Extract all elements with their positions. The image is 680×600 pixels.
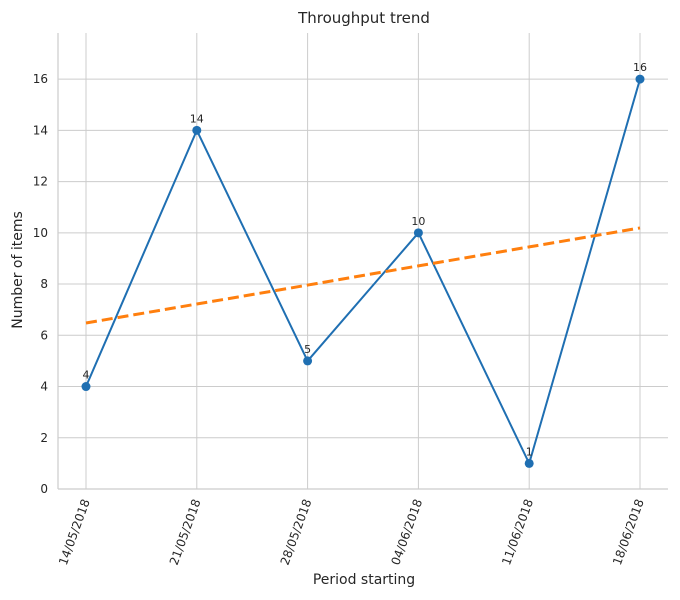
y-tick-label: 14: [33, 123, 48, 137]
y-tick-label: 8: [40, 277, 48, 291]
y-tick-label: 0: [40, 482, 48, 496]
x-axis-label: Period starting: [313, 572, 415, 588]
x-tick-label: 21/05/2018: [167, 497, 204, 567]
trend-line: [85, 226, 641, 325]
data-label: 10: [411, 215, 425, 228]
data-labels: 4 14 5 10 1 16: [83, 61, 648, 458]
data-label: 4: [83, 369, 90, 382]
series-lines: [85, 78, 641, 465]
x-tick-label: 04/06/2018: [388, 497, 425, 567]
y-tick-label: 6: [40, 328, 48, 342]
x-tick-label: 11/06/2018: [499, 497, 536, 567]
y-tick-label: 10: [33, 226, 48, 240]
y-tick-label: 12: [33, 175, 48, 189]
data-label: 1: [526, 445, 533, 458]
data-point-marker: [524, 458, 534, 468]
data-markers: [81, 74, 645, 468]
x-tick-label: 28/05/2018: [278, 497, 315, 567]
x-tick-label: 18/06/2018: [610, 497, 647, 567]
gridlines: [58, 33, 668, 490]
y-axis-label: Number of items: [10, 211, 26, 329]
chart-title: Throughput trend: [297, 9, 430, 27]
y-tick-label: 4: [40, 380, 48, 394]
data-point-marker: [635, 74, 645, 84]
data-point-marker: [192, 125, 202, 135]
data-label: 16: [633, 61, 647, 74]
y-tick-labels: 0 2 4 6 8 10 12 14 16: [33, 72, 48, 496]
data-label: 5: [304, 343, 311, 356]
x-tick-labels: 14/05/2018 21/05/2018 28/05/2018 04/06/2018…: [56, 497, 647, 567]
data-point-marker: [303, 356, 313, 366]
throughput-line: [85, 78, 641, 465]
y-tick-label: 16: [33, 72, 48, 86]
data-label: 14: [190, 112, 204, 125]
data-point-marker: [413, 228, 423, 238]
data-point-marker: [81, 382, 91, 392]
axis-spines: [57, 33, 668, 490]
x-tick-label: 14/05/2018: [56, 497, 93, 567]
y-tick-label: 2: [40, 431, 48, 445]
